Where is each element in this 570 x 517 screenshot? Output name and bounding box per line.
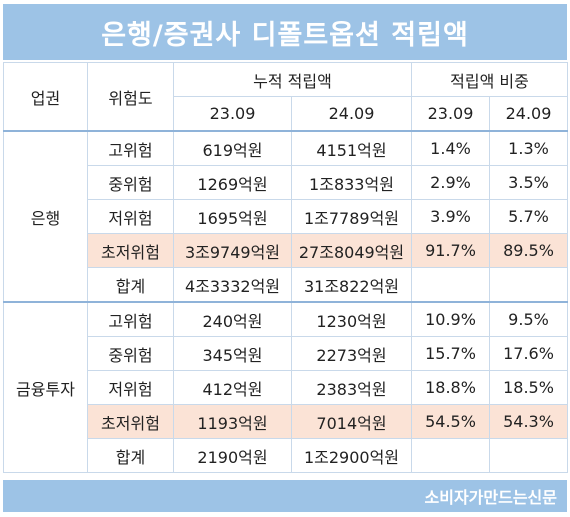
cumulative-cell: 1230억원 bbox=[291, 301, 412, 337]
header-ratio: 적립액 비중 bbox=[411, 62, 568, 97]
cumulative-cell: 2383억원 bbox=[291, 370, 412, 405]
risk-cell: 저위험 bbox=[87, 199, 174, 234]
cumulative-cell: 240억원 bbox=[173, 301, 292, 337]
risk-cell: 합계 bbox=[87, 438, 174, 473]
ratio-cell: 1.4% bbox=[411, 130, 490, 166]
table-row: 중위험 345억원 2273억원 15.7% 17.6% bbox=[4, 336, 568, 371]
cumulative-cell: 27조8049억원 bbox=[291, 233, 412, 268]
ratio-cell: 10.9% bbox=[411, 301, 490, 337]
header-cumulative-period1: 23.09 bbox=[173, 96, 292, 132]
risk-cell: 중위험 bbox=[87, 336, 174, 371]
cumulative-cell: 4151억원 bbox=[291, 130, 412, 166]
cumulative-cell: 3조9749억원 bbox=[173, 233, 292, 268]
cumulative-cell: 345억원 bbox=[173, 336, 292, 371]
sector-cell-bank: 은행 bbox=[3, 130, 88, 303]
ratio-cell bbox=[411, 267, 490, 303]
ratio-cell: 54.3% bbox=[489, 404, 568, 439]
risk-cell: 초저위험 bbox=[87, 404, 174, 439]
ratio-cell bbox=[411, 438, 490, 473]
header-row-2: 23.09 24.09 23.09 24.09 bbox=[4, 96, 568, 132]
ratio-cell: 3.9% bbox=[411, 199, 490, 234]
cumulative-cell: 1193억원 bbox=[173, 404, 292, 439]
risk-cell: 합계 bbox=[87, 267, 174, 303]
header-row-1: 업권 위험도 누적 적립액 적립액 비중 bbox=[3, 62, 568, 132]
cumulative-cell: 7014억원 bbox=[291, 404, 412, 439]
risk-cell: 중위험 bbox=[87, 165, 174, 200]
cumulative-cell: 1조833억원 bbox=[291, 165, 412, 200]
ratio-cell: 18.8% bbox=[411, 370, 490, 405]
table-row: 금융투자 고위험 240억원 1230억원 10.9% 9.5% bbox=[3, 301, 568, 473]
table-row: 저위험 412억원 2383억원 18.8% 18.5% bbox=[4, 370, 568, 405]
cumulative-cell: 31조822억원 bbox=[291, 267, 412, 303]
table-row: 저위험 1695억원 1조7789억원 3.9% 5.7% bbox=[4, 199, 568, 234]
cumulative-cell: 2273억원 bbox=[291, 336, 412, 371]
ratio-cell bbox=[489, 438, 568, 473]
table-row: 은행 고위험 619억원 4151억원 1.4% 1.3% bbox=[3, 130, 568, 303]
cumulative-cell: 4조3332억원 bbox=[173, 267, 292, 303]
cumulative-cell: 1조7789억원 bbox=[291, 199, 412, 234]
risk-cell: 고위험 bbox=[87, 130, 174, 166]
ratio-cell bbox=[489, 267, 568, 303]
ratio-cell: 54.5% bbox=[411, 404, 490, 439]
cumulative-cell: 1695억원 bbox=[173, 199, 292, 234]
table-row-total: 합계 2190억원 1조2900억원 bbox=[4, 438, 568, 473]
header-risk: 위험도 bbox=[87, 62, 174, 132]
table-row: 중위험 1269억원 1조833억원 2.9% 3.5% bbox=[4, 165, 568, 200]
ratio-cell: 1.3% bbox=[489, 130, 568, 166]
cumulative-cell: 1269억원 bbox=[173, 165, 292, 200]
header-ratio-period1: 23.09 bbox=[411, 96, 490, 132]
ratio-cell: 89.5% bbox=[489, 233, 568, 268]
cumulative-cell: 619억원 bbox=[173, 130, 292, 166]
header-cumulative: 누적 적립액 bbox=[173, 62, 412, 97]
header-ratio-period2: 24.09 bbox=[489, 96, 568, 132]
risk-cell: 초저위험 bbox=[87, 233, 174, 268]
table-row-highlight: 초저위험 3조9749억원 27조8049억원 91.7% 89.5% bbox=[3, 233, 568, 268]
table-row-total: 합계 4조3332억원 31조822억원 bbox=[4, 267, 568, 303]
ratio-cell: 9.5% bbox=[489, 301, 568, 337]
ratio-cell: 5.7% bbox=[489, 199, 568, 234]
footer-source: 소비자가만드는신문 bbox=[3, 480, 567, 512]
header-cumulative-period2: 24.09 bbox=[291, 96, 412, 132]
table-row-highlight: 초저위험 1193억원 7014억원 54.5% 54.3% bbox=[3, 404, 568, 439]
savings-table: 업권 위험도 누적 적립액 적립액 비중 23.09 24.09 23.09 2… bbox=[3, 62, 568, 473]
ratio-cell: 18.5% bbox=[489, 370, 568, 405]
header-sector: 업권 bbox=[3, 62, 88, 132]
cumulative-cell: 2190억원 bbox=[173, 438, 292, 473]
risk-cell: 저위험 bbox=[87, 370, 174, 405]
ratio-cell: 2.9% bbox=[411, 165, 490, 200]
risk-cell: 고위험 bbox=[87, 301, 174, 337]
ratio-cell: 91.7% bbox=[411, 233, 490, 268]
ratio-cell: 15.7% bbox=[411, 336, 490, 371]
sector-cell-investment: 금융투자 bbox=[3, 301, 88, 473]
ratio-cell: 3.5% bbox=[489, 165, 568, 200]
cumulative-cell: 412억원 bbox=[173, 370, 292, 405]
table-title: 은행/증권사 디폴트옵션 적립액 bbox=[3, 4, 567, 60]
cumulative-cell: 1조2900억원 bbox=[291, 438, 412, 473]
ratio-cell: 17.6% bbox=[489, 336, 568, 371]
